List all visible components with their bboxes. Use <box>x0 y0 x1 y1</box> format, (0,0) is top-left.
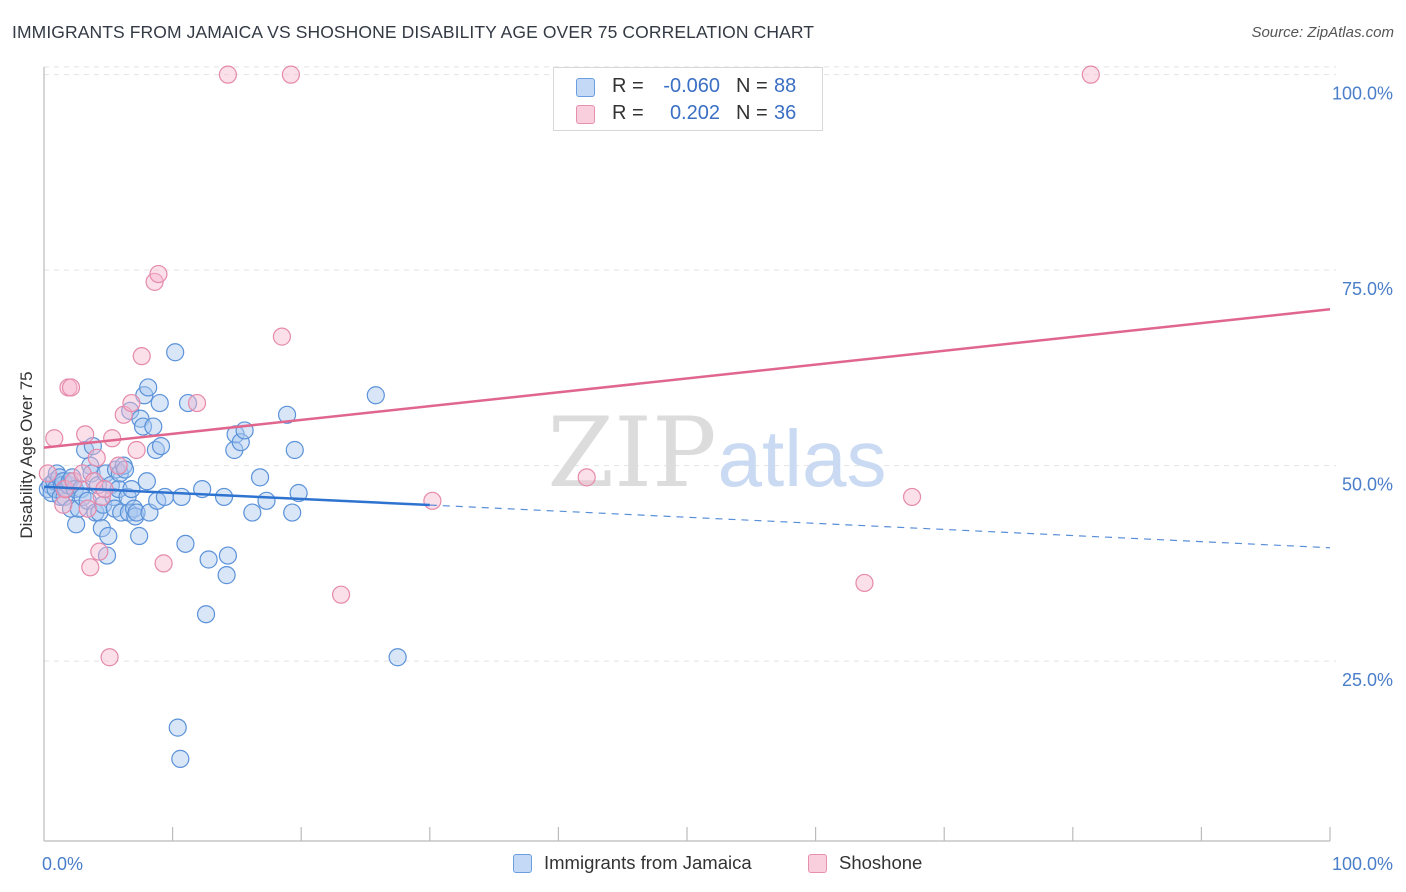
chart-title: IMMIGRANTS FROM JAMAICA VS SHOSHONE DISA… <box>12 22 815 42</box>
point-jamaica <box>150 393 169 413</box>
point-jamaica <box>133 417 153 436</box>
point-jamaica <box>151 436 171 456</box>
point-shoshone <box>90 542 109 561</box>
correlation-legend: R = -0.060 N = 88 R = 0.202 N = 36 <box>553 67 823 131</box>
point-jamaica <box>144 417 163 436</box>
series-jamaica-points <box>38 343 407 768</box>
point-jamaica <box>171 749 190 768</box>
point-jamaica <box>217 566 236 585</box>
point-shoshone <box>45 429 64 448</box>
point-shoshone <box>100 648 119 667</box>
legend-n-value: 88 <box>774 75 797 97</box>
y-tick-labels: 25.0% 50.0% 75.0% 100.0% <box>1332 84 1393 691</box>
y-axis-label: Disability Age Over 75 <box>17 371 36 539</box>
y-tick-label-75: 75.0% <box>1342 279 1393 299</box>
y-tick-label-50: 50.0% <box>1342 475 1393 495</box>
legend-label-jamaica: Immigrants from Jamaica <box>544 852 752 873</box>
point-shoshone <box>61 378 81 397</box>
point-shoshone <box>855 573 874 593</box>
point-jamaica <box>250 468 270 487</box>
point-shoshone <box>76 425 95 444</box>
point-jamaica <box>289 483 308 503</box>
series-legend: Immigrants from Jamaica Shoshone <box>0 852 1406 878</box>
x-tick-label-max: 100.0% <box>1332 854 1393 874</box>
point-jamaica <box>285 440 304 460</box>
point-shoshone <box>187 393 207 413</box>
point-jamaica <box>130 526 149 546</box>
point-jamaica <box>231 433 250 452</box>
legend-swatch-pink <box>576 105 595 124</box>
point-shoshone <box>87 448 106 467</box>
source-credit: Source: ZipAtlas.com <box>1251 24 1394 41</box>
legend-r-value: 0.202 <box>669 102 720 124</box>
point-jamaica <box>283 503 302 522</box>
point-shoshone <box>218 65 237 84</box>
point-shoshone <box>1081 65 1100 84</box>
legend-n-label: N = <box>736 102 768 124</box>
point-jamaica <box>67 515 86 534</box>
watermark: ZIP atlas <box>547 397 886 509</box>
point-shoshone <box>122 393 141 413</box>
legend-r-label: R = <box>612 102 644 124</box>
x-tick-labels: 0.0% 100.0% <box>42 854 1393 874</box>
watermark-atlas: atlas <box>718 414 887 503</box>
point-shoshone <box>132 347 151 366</box>
point-shoshone <box>38 464 57 483</box>
point-jamaica <box>388 648 407 667</box>
point-jamaica <box>196 605 216 624</box>
legend-label-shoshone: Shoshone <box>839 852 923 873</box>
point-jamaica <box>137 472 156 491</box>
point-jamaica <box>168 718 187 737</box>
point-shoshone <box>902 487 922 507</box>
y-tick-label-25: 25.0% <box>1342 670 1393 690</box>
point-shoshone <box>127 440 146 460</box>
point-shoshone <box>331 585 351 604</box>
point-jamaica <box>176 534 195 553</box>
trend-line-jamaica <box>43 485 430 507</box>
trend-lines <box>43 307 1331 549</box>
point-jamaica <box>257 491 276 510</box>
x-tick-label-min: 0.0% <box>42 854 83 874</box>
gridlines <box>44 66 1336 662</box>
point-jamaica <box>127 503 146 522</box>
trend-line-shoshone <box>43 307 1331 449</box>
legend-n-value: 36 <box>774 102 797 124</box>
point-jamaica <box>214 487 234 507</box>
point-shoshone <box>109 456 128 475</box>
point-jamaica <box>243 503 262 522</box>
point-jamaica <box>218 546 237 565</box>
point-shoshone <box>149 264 168 284</box>
point-jamaica <box>166 343 185 362</box>
point-shoshone <box>423 491 442 510</box>
legend-row-shoshone: R = 0.202 N = 36 <box>554 100 822 128</box>
legend-swatch-blue <box>576 78 595 97</box>
point-jamaica <box>99 526 118 546</box>
axes <box>43 67 1331 842</box>
point-shoshone <box>272 327 292 346</box>
watermark-zip: ZIP <box>547 397 716 509</box>
trend-line-jamaica-extrapolated <box>429 504 1331 549</box>
legend-r-value: -0.060 <box>663 75 720 97</box>
point-shoshone <box>78 499 97 518</box>
series-shoshone-points <box>38 65 1100 667</box>
legend-swatch-pink <box>808 854 827 873</box>
point-shoshone <box>154 554 173 573</box>
point-shoshone <box>81 558 100 577</box>
point-shoshone <box>54 495 73 514</box>
point-jamaica <box>199 550 218 569</box>
point-shoshone <box>103 429 122 448</box>
point-jamaica <box>366 386 385 405</box>
point-jamaica <box>277 405 297 424</box>
legend-n-label: N = <box>736 75 768 97</box>
point-jamaica <box>122 480 141 499</box>
point-jamaica <box>172 487 191 507</box>
y-tick-label-100: 100.0% <box>1332 84 1393 104</box>
point-shoshone <box>281 65 301 84</box>
legend-row-jamaica: R = -0.060 N = 88 <box>554 73 822 101</box>
point-shoshone <box>577 468 596 487</box>
point-jamaica <box>139 378 158 397</box>
legend-swatch-blue <box>513 854 532 873</box>
legend-r-label: R = <box>612 75 644 97</box>
